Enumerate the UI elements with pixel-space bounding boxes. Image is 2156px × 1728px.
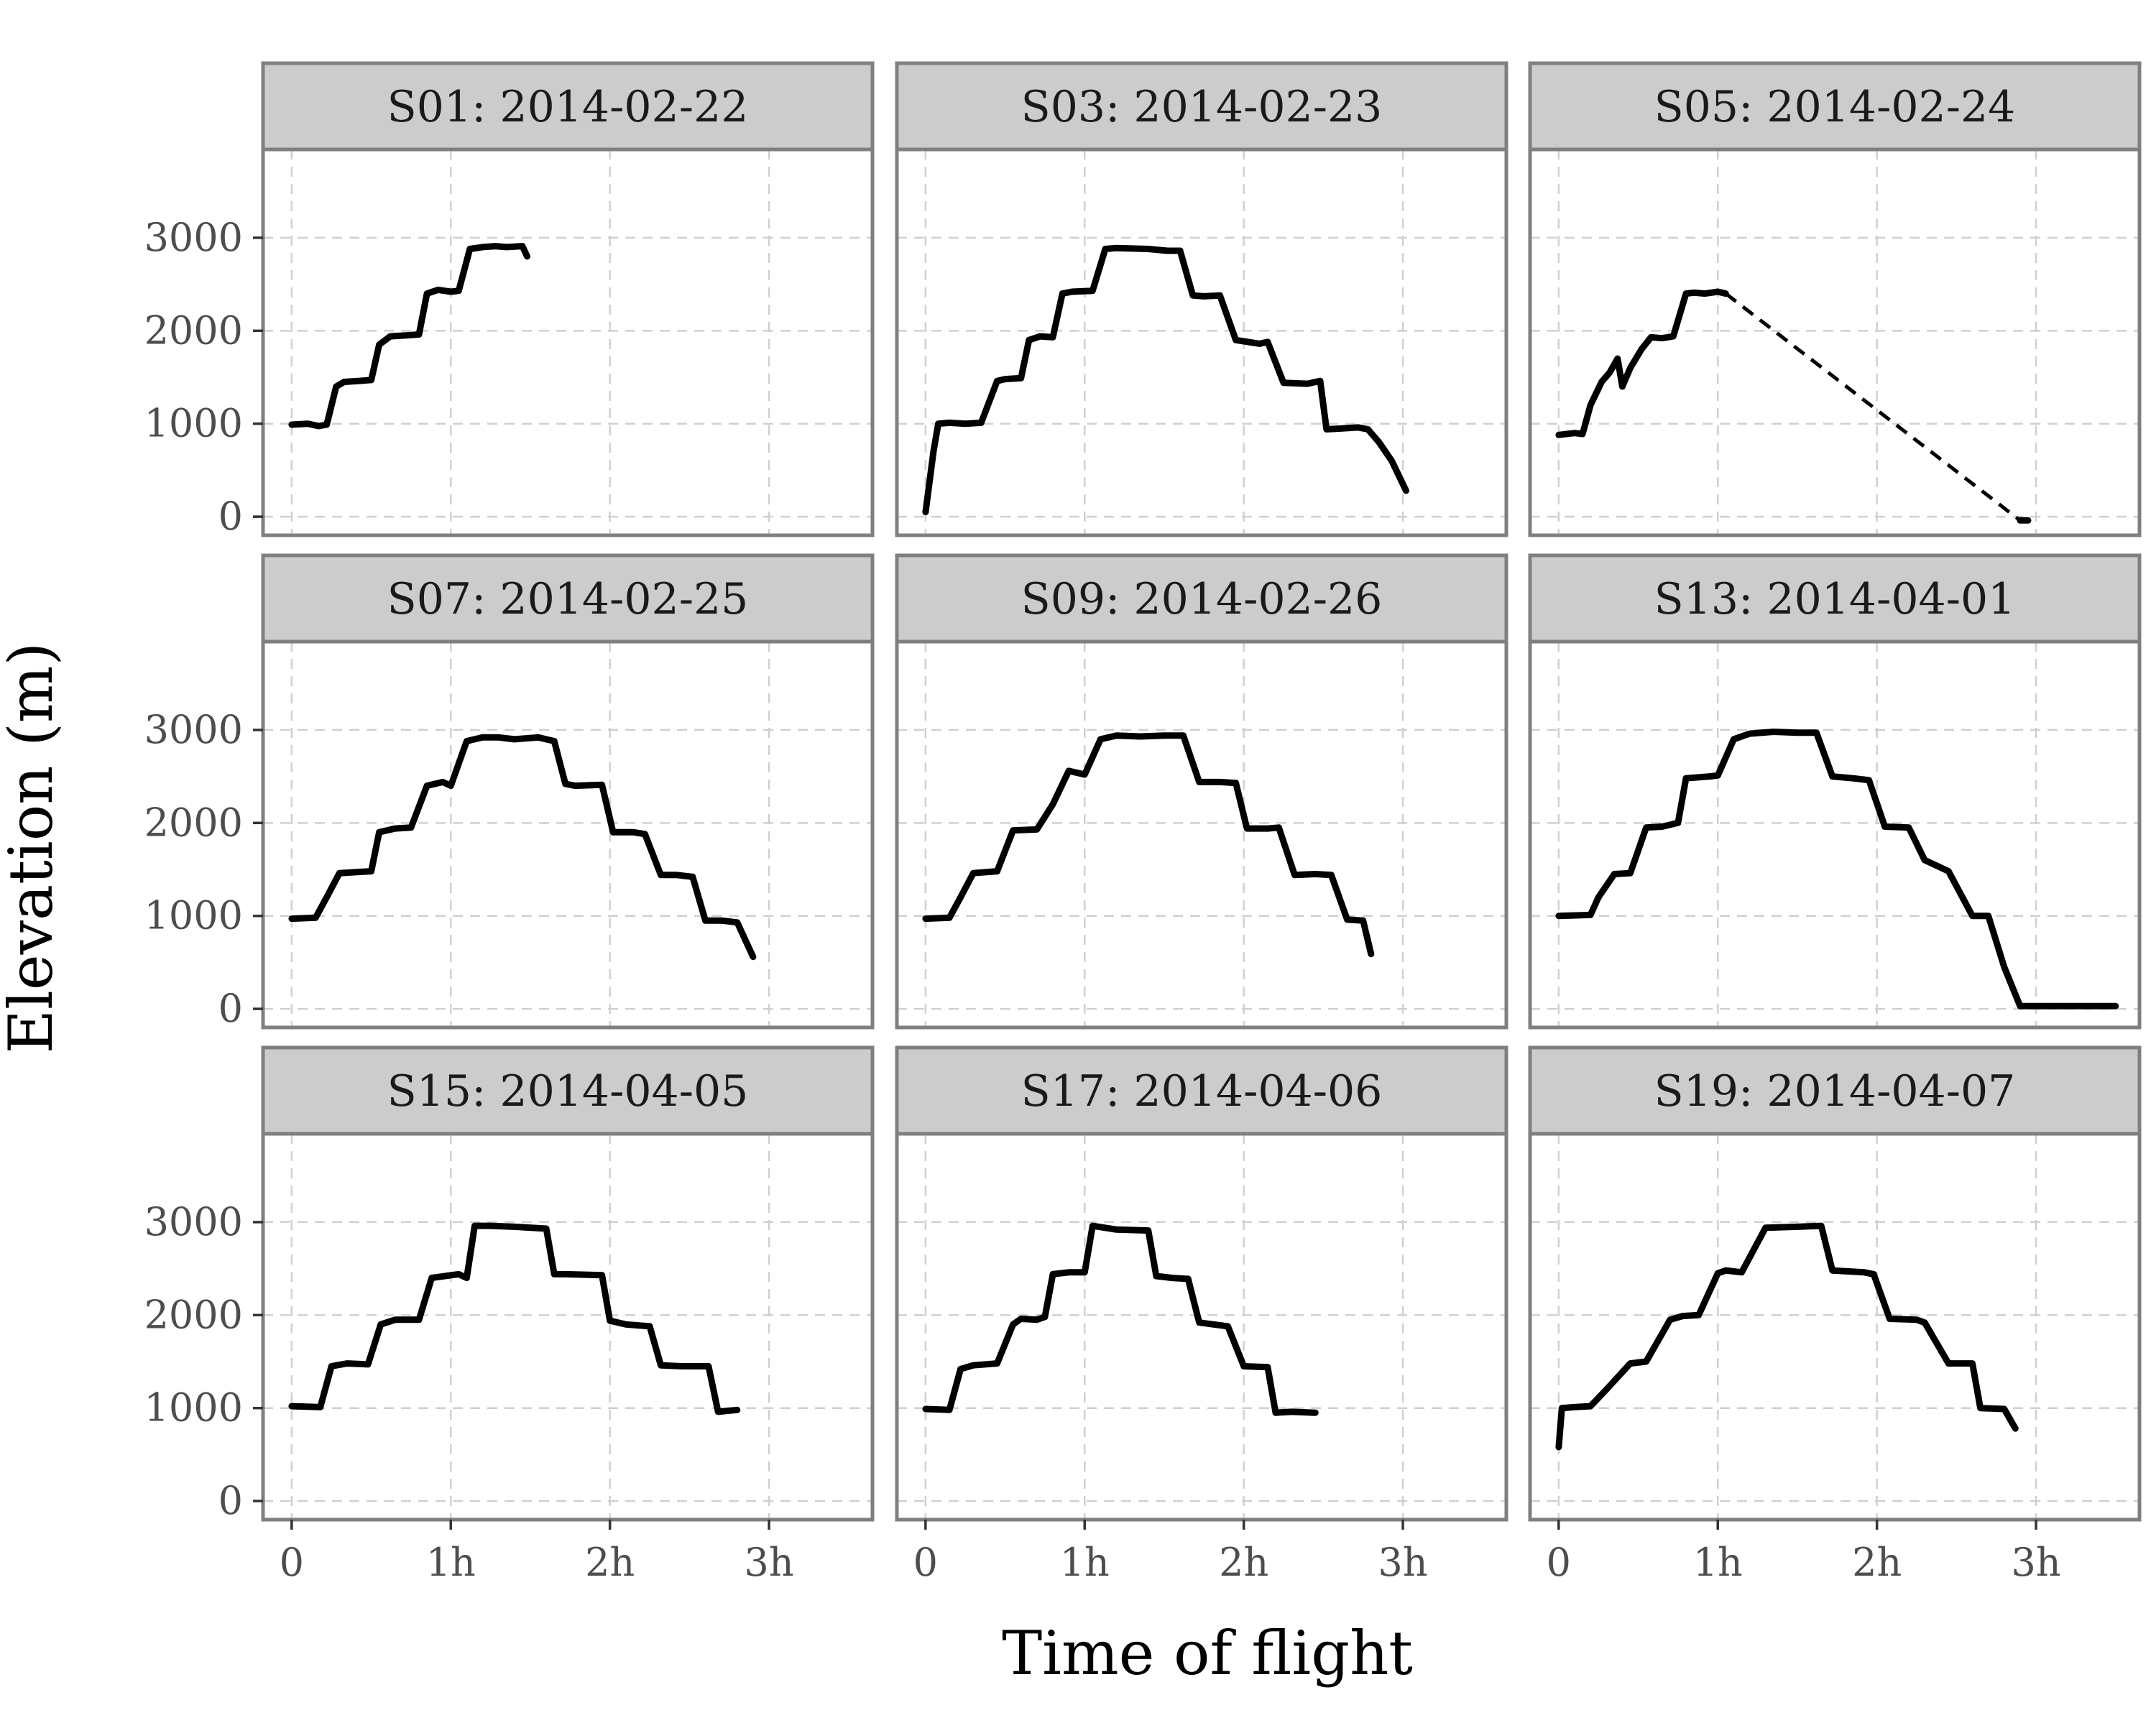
elevation-line (922, 1222, 1319, 1416)
y-tick-label: 0 (218, 1478, 243, 1523)
facet-strip (261, 553, 875, 644)
elevation-line (288, 1222, 741, 1415)
panel-frame (1528, 147, 2142, 537)
y-tick-label: 3000 (144, 215, 243, 260)
x-tick-label: 0 (280, 1540, 304, 1585)
facet-strip-label: S15: 2014-04-05 (387, 1066, 749, 1117)
elevation-line (1555, 1222, 2019, 1451)
elevation-line (1555, 729, 2119, 1009)
y-tick-label: 0 (218, 494, 243, 539)
facet-strip-label: S13: 2014-04-01 (1654, 574, 2016, 624)
facet-strip (895, 553, 1508, 644)
facet-strip-label: S17: 2014-04-06 (1021, 1066, 1383, 1117)
facet-strip (261, 1045, 875, 1136)
facet-strip-label: S07: 2014-02-25 (387, 574, 749, 624)
y-tick-label: 3000 (144, 707, 243, 752)
facet-panel: S07: 2014-02-25 0 1000 2000 3000 (144, 553, 875, 1031)
x-tick-label: 1h (1693, 1540, 1743, 1585)
y-tick-label: 3000 (144, 1199, 243, 1244)
panel-frame (261, 147, 875, 537)
panels-layer: S01: 2014-02-22 0 1000 2000 3000 S03: 2014-02… (144, 61, 2142, 1585)
facet-panel: S09: 2014-02-26 (895, 553, 1508, 1030)
x-tick-label: 0 (913, 1540, 938, 1585)
facet-panel: S17: 2014-04-06 0 1h 2h 3h (895, 1045, 1508, 1585)
y-tick-label: 2000 (144, 1292, 243, 1337)
y-tick-label: 1000 (144, 401, 243, 446)
facet-panel: S05: 2014-02-24 (1528, 61, 2142, 537)
y-axis-title: Elevation (m) (0, 642, 66, 1054)
x-tick-label: 2h (1219, 1540, 1268, 1585)
facet-panel: S19: 2014-04-07 0 1h 2h 3h (1528, 1045, 2142, 1585)
x-tick-label: 1h (1060, 1540, 1110, 1585)
facet-strip (1528, 1045, 2142, 1136)
panel-frame (895, 1132, 1508, 1522)
facet-strip-label: S19: 2014-04-07 (1654, 1066, 2016, 1117)
facet-strip-label: S09: 2014-02-26 (1021, 574, 1383, 624)
y-tick-label: 2000 (144, 308, 243, 353)
x-tick-label: 1h (426, 1540, 476, 1585)
elevation-gap-line (1724, 292, 2022, 522)
panel-frame (895, 639, 1508, 1030)
y-tick-label: 1000 (144, 893, 243, 938)
panel-frame (1528, 639, 2142, 1030)
facet-panel: S01: 2014-02-22 0 1000 2000 3000 (144, 61, 875, 539)
panel-frame (895, 147, 1508, 537)
facet-strip (895, 1045, 1508, 1136)
x-tick-label: 2h (585, 1540, 635, 1585)
facet-panel: S03: 2014-02-23 (895, 61, 1508, 537)
elevation-line (288, 243, 530, 430)
x-tick-label: 3h (2012, 1540, 2061, 1585)
elevation-line (922, 244, 1409, 516)
facet-strip-label: S05: 2014-02-24 (1654, 82, 2016, 132)
panel-frame (261, 1132, 875, 1522)
facet-panel: S13: 2014-04-01 (1528, 553, 2142, 1030)
x-tick-label: 3h (745, 1540, 794, 1585)
x-tick-label: 2h (1852, 1540, 1902, 1585)
x-tick-label: 0 (1547, 1540, 1571, 1585)
x-tick-label: 3h (1378, 1540, 1428, 1585)
facet-strip-label: S01: 2014-02-22 (387, 82, 749, 132)
panel-frame (1528, 1132, 2142, 1522)
panel-frame (261, 639, 875, 1030)
elevation-line (288, 734, 757, 961)
elevation-line (1555, 288, 1729, 438)
x-axis-title: Time of flight (1002, 1618, 1413, 1688)
facet-strip (1528, 553, 2142, 644)
y-tick-label: 1000 (144, 1385, 243, 1431)
y-tick-label: 2000 (144, 800, 243, 845)
facet-panel: S15: 2014-04-05 0 1000 2000 3000 0 1h 2h 3h (144, 1045, 875, 1585)
y-tick-label: 0 (218, 986, 243, 1031)
elevation-line (922, 732, 1375, 958)
facet-strip (895, 61, 1508, 152)
facet-strip (261, 61, 875, 152)
facet-strip-label: S03: 2014-02-23 (1021, 82, 1383, 132)
